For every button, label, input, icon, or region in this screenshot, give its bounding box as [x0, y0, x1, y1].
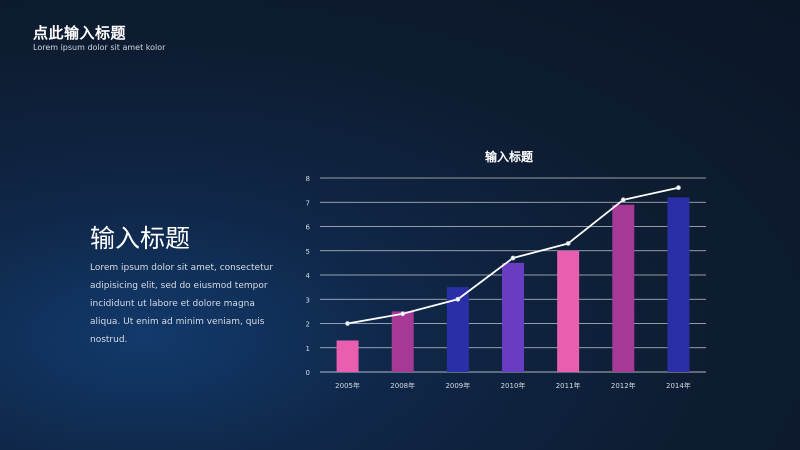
- x-tick-label: 2009年: [445, 381, 470, 390]
- line-point: [400, 311, 406, 317]
- line-layer: [345, 185, 681, 326]
- line-point: [676, 185, 681, 191]
- y-tick-label: 6: [306, 224, 311, 232]
- x-tick-label: 2012年: [611, 381, 636, 390]
- x-tick-label: 2011年: [556, 381, 581, 390]
- x-tick-label: 2010年: [501, 381, 526, 390]
- text-block: 输入标题 Lorem ipsum dolor sit amet, consect…: [90, 223, 275, 349]
- x-tick-label: 2014年: [666, 381, 691, 390]
- bar: [612, 204, 635, 372]
- y-tick-label: 7: [306, 199, 310, 207]
- y-tick-label: 5: [306, 248, 310, 256]
- label-layer: 0 1 2 3 4 5 6 7 8 2005年 2008年 2009年 2010年 2011年 2012年 2…: [306, 175, 691, 390]
- line-point: [565, 241, 571, 246]
- bar: [446, 287, 469, 372]
- bar: [336, 340, 359, 372]
- y-tick-label: 0: [306, 369, 310, 377]
- y-tick-label: 3: [306, 296, 310, 304]
- block-body: Lorem ipsum dolor sit amet, consectetur …: [90, 263, 274, 345]
- line-point: [455, 296, 461, 302]
- y-tick-label: 8: [306, 175, 310, 183]
- bar-layer: [336, 197, 690, 372]
- line-point: [345, 321, 350, 326]
- y-tick-label: 1: [306, 345, 310, 353]
- line-point: [620, 197, 626, 203]
- bar: [557, 250, 580, 372]
- x-tick-label: 2005年: [335, 381, 360, 390]
- y-tick-label: 4: [306, 272, 311, 280]
- page-subtitle: Lorem ipsum dolor sit amet kolor: [33, 43, 166, 52]
- chart-title: 输入标题: [485, 149, 534, 164]
- block-title: 输入标题: [90, 224, 191, 253]
- header: 点此输入标题 Lorem ipsum dolor sit amet kolor: [33, 24, 165, 53]
- x-tick-label: 2008年: [390, 381, 415, 390]
- bar: [391, 311, 414, 372]
- y-tick-label: 2: [306, 321, 310, 329]
- bar: [667, 197, 690, 372]
- page-title: 点此输入标题: [33, 24, 127, 42]
- bar: [502, 262, 524, 372]
- line-point: [510, 255, 516, 261]
